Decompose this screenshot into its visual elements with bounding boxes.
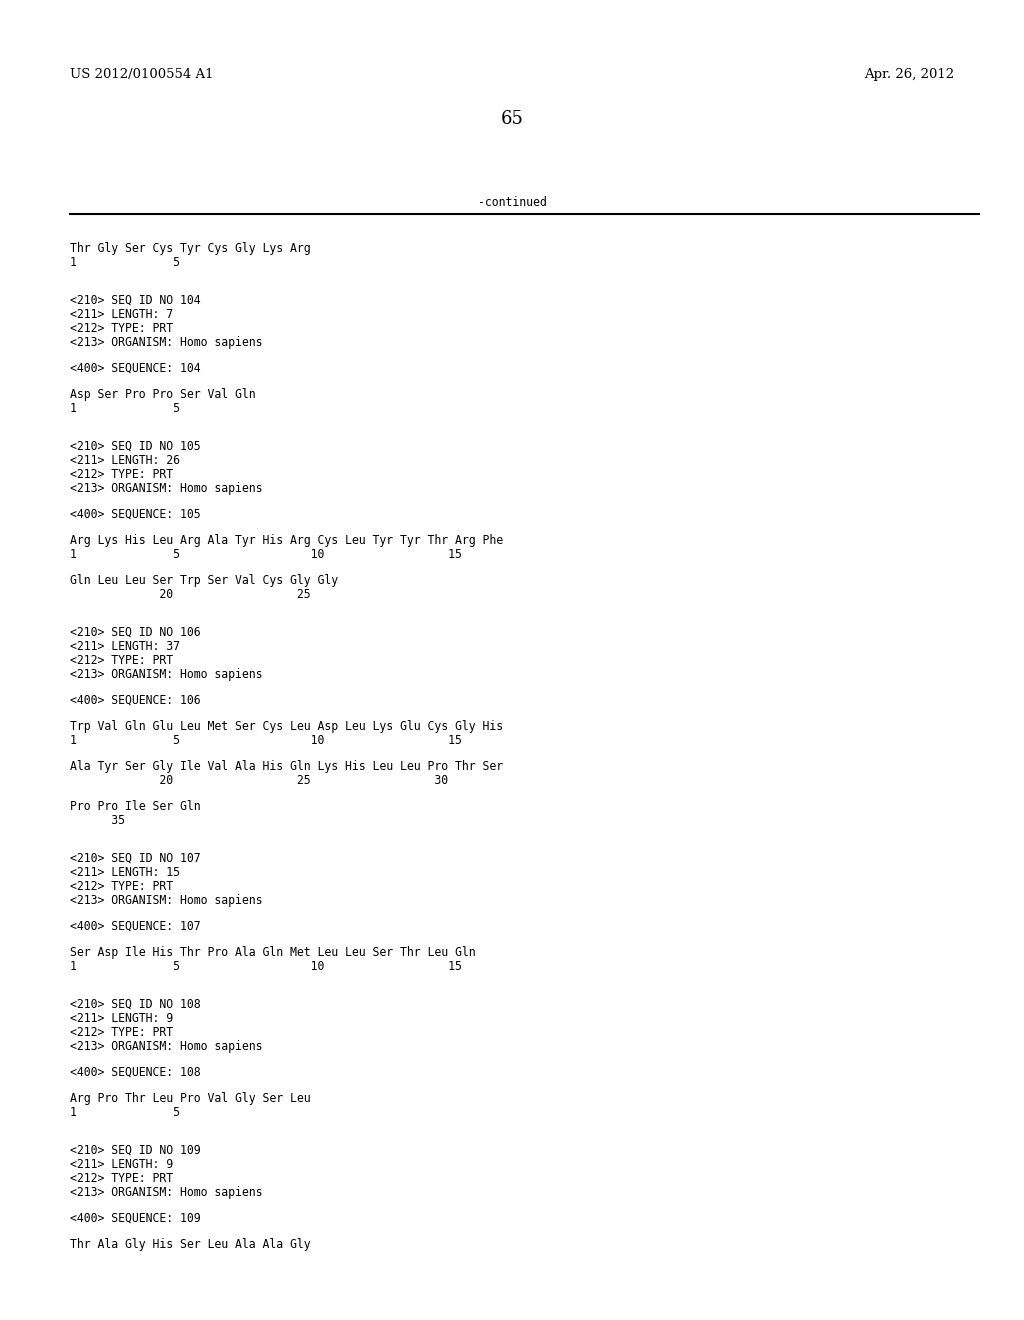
Text: 1              5: 1 5 <box>70 403 180 414</box>
Text: Arg Pro Thr Leu Pro Val Gly Ser Leu: Arg Pro Thr Leu Pro Val Gly Ser Leu <box>70 1092 310 1105</box>
Text: <210> SEQ ID NO 107: <210> SEQ ID NO 107 <box>70 851 201 865</box>
Text: -continued: -continued <box>477 195 547 209</box>
Text: <400> SEQUENCE: 105: <400> SEQUENCE: 105 <box>70 508 201 521</box>
Text: <210> SEQ ID NO 105: <210> SEQ ID NO 105 <box>70 440 201 453</box>
Text: <211> LENGTH: 26: <211> LENGTH: 26 <box>70 454 180 467</box>
Text: 20                  25                  30: 20 25 30 <box>70 774 449 787</box>
Text: <212> TYPE: PRT: <212> TYPE: PRT <box>70 322 173 335</box>
Text: Ser Asp Ile His Thr Pro Ala Gln Met Leu Leu Ser Thr Leu Gln: Ser Asp Ile His Thr Pro Ala Gln Met Leu … <box>70 946 475 960</box>
Text: Thr Ala Gly His Ser Leu Ala Ala Gly: Thr Ala Gly His Ser Leu Ala Ala Gly <box>70 1238 310 1251</box>
Text: Thr Gly Ser Cys Tyr Cys Gly Lys Arg: Thr Gly Ser Cys Tyr Cys Gly Lys Arg <box>70 242 310 255</box>
Text: <212> TYPE: PRT: <212> TYPE: PRT <box>70 469 173 480</box>
Text: <213> ORGANISM: Homo sapiens: <213> ORGANISM: Homo sapiens <box>70 894 262 907</box>
Text: <400> SEQUENCE: 104: <400> SEQUENCE: 104 <box>70 362 201 375</box>
Text: <213> ORGANISM: Homo sapiens: <213> ORGANISM: Homo sapiens <box>70 668 262 681</box>
Text: 35: 35 <box>70 814 125 828</box>
Text: <400> SEQUENCE: 106: <400> SEQUENCE: 106 <box>70 694 201 708</box>
Text: Pro Pro Ile Ser Gln: Pro Pro Ile Ser Gln <box>70 800 201 813</box>
Text: 1              5                   10                  15: 1 5 10 15 <box>70 734 462 747</box>
Text: Asp Ser Pro Pro Ser Val Gln: Asp Ser Pro Pro Ser Val Gln <box>70 388 256 401</box>
Text: <400> SEQUENCE: 109: <400> SEQUENCE: 109 <box>70 1212 201 1225</box>
Text: Apr. 26, 2012: Apr. 26, 2012 <box>864 69 954 81</box>
Text: 1              5: 1 5 <box>70 1106 180 1119</box>
Text: <211> LENGTH: 15: <211> LENGTH: 15 <box>70 866 180 879</box>
Text: <400> SEQUENCE: 108: <400> SEQUENCE: 108 <box>70 1067 201 1078</box>
Text: Gln Leu Leu Ser Trp Ser Val Cys Gly Gly: Gln Leu Leu Ser Trp Ser Val Cys Gly Gly <box>70 574 338 587</box>
Text: <212> TYPE: PRT: <212> TYPE: PRT <box>70 1172 173 1185</box>
Text: <213> ORGANISM: Homo sapiens: <213> ORGANISM: Homo sapiens <box>70 482 262 495</box>
Text: Arg Lys His Leu Arg Ala Tyr His Arg Cys Leu Tyr Tyr Thr Arg Phe: Arg Lys His Leu Arg Ala Tyr His Arg Cys … <box>70 535 503 546</box>
Text: 1              5                   10                  15: 1 5 10 15 <box>70 960 462 973</box>
Text: <211> LENGTH: 7: <211> LENGTH: 7 <box>70 308 173 321</box>
Text: 65: 65 <box>501 110 523 128</box>
Text: Ala Tyr Ser Gly Ile Val Ala His Gln Lys His Leu Leu Pro Thr Ser: Ala Tyr Ser Gly Ile Val Ala His Gln Lys … <box>70 760 503 774</box>
Text: <210> SEQ ID NO 106: <210> SEQ ID NO 106 <box>70 626 201 639</box>
Text: <210> SEQ ID NO 104: <210> SEQ ID NO 104 <box>70 294 201 308</box>
Text: <212> TYPE: PRT: <212> TYPE: PRT <box>70 1026 173 1039</box>
Text: <212> TYPE: PRT: <212> TYPE: PRT <box>70 880 173 894</box>
Text: US 2012/0100554 A1: US 2012/0100554 A1 <box>70 69 213 81</box>
Text: <400> SEQUENCE: 107: <400> SEQUENCE: 107 <box>70 920 201 933</box>
Text: <212> TYPE: PRT: <212> TYPE: PRT <box>70 653 173 667</box>
Text: <211> LENGTH: 9: <211> LENGTH: 9 <box>70 1158 173 1171</box>
Text: 1              5                   10                  15: 1 5 10 15 <box>70 548 462 561</box>
Text: <210> SEQ ID NO 108: <210> SEQ ID NO 108 <box>70 998 201 1011</box>
Text: 1              5: 1 5 <box>70 256 180 269</box>
Text: <213> ORGANISM: Homo sapiens: <213> ORGANISM: Homo sapiens <box>70 1040 262 1053</box>
Text: 20                  25: 20 25 <box>70 587 310 601</box>
Text: <210> SEQ ID NO 109: <210> SEQ ID NO 109 <box>70 1144 201 1158</box>
Text: <213> ORGANISM: Homo sapiens: <213> ORGANISM: Homo sapiens <box>70 337 262 348</box>
Text: Trp Val Gln Glu Leu Met Ser Cys Leu Asp Leu Lys Glu Cys Gly His: Trp Val Gln Glu Leu Met Ser Cys Leu Asp … <box>70 719 503 733</box>
Text: <213> ORGANISM: Homo sapiens: <213> ORGANISM: Homo sapiens <box>70 1185 262 1199</box>
Text: <211> LENGTH: 9: <211> LENGTH: 9 <box>70 1012 173 1026</box>
Text: <211> LENGTH: 37: <211> LENGTH: 37 <box>70 640 180 653</box>
